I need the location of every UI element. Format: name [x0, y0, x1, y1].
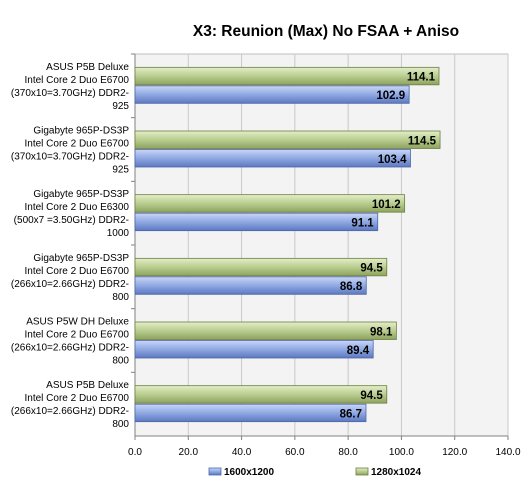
category-label-line: Gigabyte 965P-DS3P	[33, 253, 129, 264]
data-label: 102.9	[376, 90, 405, 102]
category-label-line: 925	[112, 101, 129, 112]
legend: 1600x1200 1280x1024	[208, 467, 421, 478]
data-label: 98.1	[370, 326, 393, 338]
category-label-line: Intel Core 2 Duo E6700	[24, 75, 129, 86]
x-tick-label: 100.0	[389, 447, 414, 458]
chart-title: X3: Reunion (Max) No FSAA + Aniso	[193, 23, 459, 40]
bar	[134, 212, 379, 232]
category-label: Gigabyte 965P-DS3P Intel Core 2 Duo E6300…	[14, 189, 130, 239]
data-label: 86.7	[340, 408, 362, 420]
category-label-line: (266x10=2.66GHz) DDR2-	[11, 343, 129, 354]
bar	[134, 66, 440, 86]
data-label: 114.5	[408, 135, 437, 147]
x-tick-label: 120.0	[442, 447, 467, 458]
data-label: 94.5	[360, 263, 383, 275]
bar	[134, 85, 410, 104]
category-label-line: (370x10=3.70GHz) DDR2-	[11, 88, 129, 99]
bar	[134, 276, 367, 295]
bar	[134, 130, 441, 149]
category-label-line: 925	[112, 165, 129, 176]
x-tick-label: 40.0	[232, 447, 252, 458]
category-label-line: Intel Core 2 Duo E6700	[24, 330, 129, 341]
category-label-line: Gigabyte 965P-DS3P	[33, 126, 129, 137]
plot-area: 0.0 20.0 40.0 60.0 80.0 100.0 120.0 140.0 ASUS P…	[11, 53, 521, 458]
category-label-line: ASUS P5B Deluxe	[46, 62, 129, 73]
bar	[134, 321, 397, 340]
bar	[134, 194, 406, 213]
data-label: 94.5	[360, 390, 383, 402]
data-label: 114.1	[407, 72, 436, 84]
category-label: ASUS P5B Deluxe Intel Core 2 Duo E6700 (26…	[11, 380, 130, 430]
data-label: 101.2	[372, 199, 401, 211]
data-label: 103.4	[378, 154, 407, 166]
category-label-line: ASUS P5B Deluxe	[46, 380, 129, 391]
plot-background	[134, 53, 509, 437]
category-label-line: 800	[112, 419, 129, 430]
category-label-line: Intel Core 2 Duo E6300	[24, 202, 129, 213]
category-label-line: 800	[112, 292, 129, 303]
x-tick-label: 0.0	[128, 447, 142, 458]
category-label-line: 1000	[107, 228, 130, 239]
bar	[134, 403, 367, 423]
category-label: Gigabyte 965P-DS3P Intel Core 2 Duo E6700…	[11, 126, 130, 176]
x-tick-label: 60.0	[285, 447, 305, 458]
category-label-line: (500x7 =3.50GHz) DDR2-	[14, 215, 129, 226]
category-label: ASUS P5W DH Deluxe Intel Core 2 Duo E6700…	[11, 317, 130, 367]
x-tick-label: 140.0	[495, 447, 520, 458]
data-label: 91.1	[351, 217, 374, 229]
category-label-line: (370x10=3.70GHz) DDR2-	[11, 152, 129, 163]
category-label-line: 800	[112, 356, 129, 367]
x-tick-label: 20.0	[179, 447, 199, 458]
category-label-line: (266x10=2.66GHz) DDR2-	[11, 279, 129, 290]
data-label: 86.8	[340, 281, 363, 293]
bar	[134, 385, 388, 404]
x-tick-label: 80.0	[338, 447, 358, 458]
category-label-line: Intel Core 2 Duo E6700	[24, 266, 129, 277]
bar	[134, 340, 374, 359]
category-label: Gigabyte 965P-DS3P Intel Core 2 Duo E6700…	[11, 253, 130, 303]
legend-label: 1280x1024	[371, 467, 421, 478]
category-label-line: Gigabyte 965P-DS3P	[33, 189, 129, 200]
category-label-line: (266x10=2.66GHz) DDR2-	[11, 406, 129, 417]
category-label: ASUS P5B Deluxe Intel Core 2 Duo E6700 (37…	[11, 62, 130, 112]
data-label: 89.4	[347, 345, 370, 357]
category-label-line: Intel Core 2 Duo E6700	[24, 139, 129, 150]
bar	[134, 149, 411, 168]
category-label-line: Intel Core 2 Duo E6700	[24, 393, 129, 404]
legend-label: 1600x1200	[224, 467, 274, 478]
legend-swatch	[208, 467, 222, 476]
bar	[134, 257, 388, 277]
category-label-line: ASUS P5W DH Deluxe	[26, 317, 129, 328]
legend-swatch	[355, 467, 369, 476]
